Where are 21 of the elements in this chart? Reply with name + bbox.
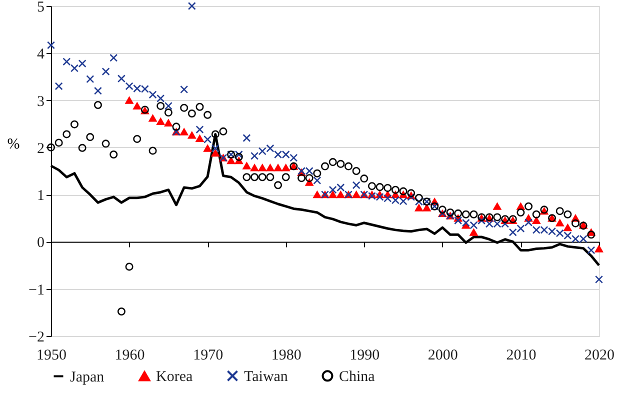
x-tick-label: 1970 bbox=[193, 348, 224, 364]
legend-label: China bbox=[339, 368, 376, 385]
x-tick-label: 1980 bbox=[271, 348, 302, 364]
y-tick-label: −1 bbox=[28, 282, 44, 298]
y-tick-label: 3 bbox=[37, 94, 44, 110]
y-tick-label: 5 bbox=[37, 0, 44, 16]
y-tick-label: 2 bbox=[37, 140, 44, 157]
y-tick-label: 0 bbox=[37, 235, 44, 252]
legend-label: Korea bbox=[156, 369, 193, 386]
x-tick-label: 2000 bbox=[428, 348, 458, 364]
y-axis-title: % bbox=[7, 136, 20, 152]
x-tick-label: 2020 bbox=[584, 348, 614, 364]
x-tick-label: 2010 bbox=[506, 348, 536, 364]
y-tick-label: 1 bbox=[37, 188, 44, 204]
y-tick-label: −2 bbox=[28, 330, 44, 346]
y-tick-label: 4 bbox=[37, 46, 45, 63]
x-tick-label: 1960 bbox=[114, 348, 145, 364]
legend-label: Japan bbox=[70, 369, 105, 386]
x-tick-label: 1950 bbox=[36, 348, 66, 364]
x-tick-label: 1990 bbox=[350, 348, 380, 364]
legend-label: Taiwan bbox=[244, 368, 288, 385]
